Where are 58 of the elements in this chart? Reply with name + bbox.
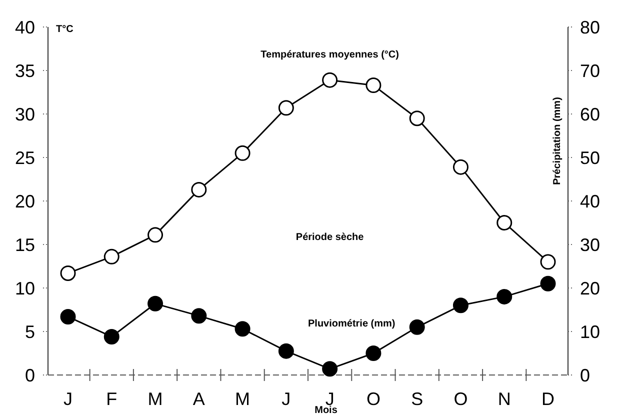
y-tick-label: 35 xyxy=(14,60,35,81)
point xyxy=(148,227,164,243)
x-tick-label: J xyxy=(282,389,291,409)
y-tick-label: 25 xyxy=(14,148,35,168)
y-axis-title: T°C xyxy=(56,24,74,35)
y2-axis-title: Précipitation (mm) xyxy=(552,97,563,185)
point xyxy=(60,308,76,324)
y2-tick-label: 0 xyxy=(580,365,590,386)
point xyxy=(278,100,294,116)
x-tick-label: O xyxy=(366,389,380,409)
y2-tick-label: 50 xyxy=(580,148,600,168)
point xyxy=(148,296,164,312)
x-tick-label: O xyxy=(454,389,468,409)
point xyxy=(322,72,338,88)
point xyxy=(234,145,250,161)
point xyxy=(540,276,556,292)
y-tick-label: 30 xyxy=(14,104,35,124)
y-tick-label: 0 xyxy=(24,365,35,386)
y-tick-label: 10 xyxy=(14,278,35,298)
x-tick-label: D xyxy=(542,389,554,409)
y2-tick-label: 10 xyxy=(580,322,600,342)
point xyxy=(234,321,250,337)
point xyxy=(496,288,512,304)
point xyxy=(496,215,512,230)
point xyxy=(278,343,294,359)
point xyxy=(104,248,120,264)
point xyxy=(60,265,76,281)
x-tick-label: A xyxy=(192,389,205,409)
point xyxy=(366,78,382,94)
series-label: Pluviométrie (mm) xyxy=(308,318,396,330)
point xyxy=(191,182,207,198)
y2-tick-label: 40 xyxy=(580,191,600,212)
y2-tick-label: 70 xyxy=(580,60,600,81)
y2-tick-label: 80 xyxy=(580,17,600,38)
point xyxy=(540,254,556,270)
x-tick-label: M xyxy=(235,389,250,409)
x-tick-label: F xyxy=(106,389,118,409)
y2-tick-label: 60 xyxy=(580,104,600,124)
y-tick-label: 15 xyxy=(14,234,35,255)
x-tick-label: J xyxy=(64,389,72,409)
y2-tick-label: 30 xyxy=(580,234,600,255)
point xyxy=(452,298,468,314)
annotation: Période sèche xyxy=(296,232,364,244)
x-tick-label: S xyxy=(411,389,424,409)
point xyxy=(409,110,425,126)
point xyxy=(366,346,382,361)
y-tick-label: 40 xyxy=(14,17,35,38)
x-tick-label: N xyxy=(498,389,511,409)
point xyxy=(452,159,468,175)
point xyxy=(409,319,425,335)
y2-tick-label: 20 xyxy=(580,278,600,298)
point xyxy=(191,308,207,324)
series-label: Températures moyennes (°C) xyxy=(260,49,399,60)
y-tick-label: 20 xyxy=(14,191,35,212)
y-tick-label: 5 xyxy=(24,322,35,342)
x-tick-label: M xyxy=(148,389,163,409)
point xyxy=(104,328,120,344)
point xyxy=(322,361,338,377)
